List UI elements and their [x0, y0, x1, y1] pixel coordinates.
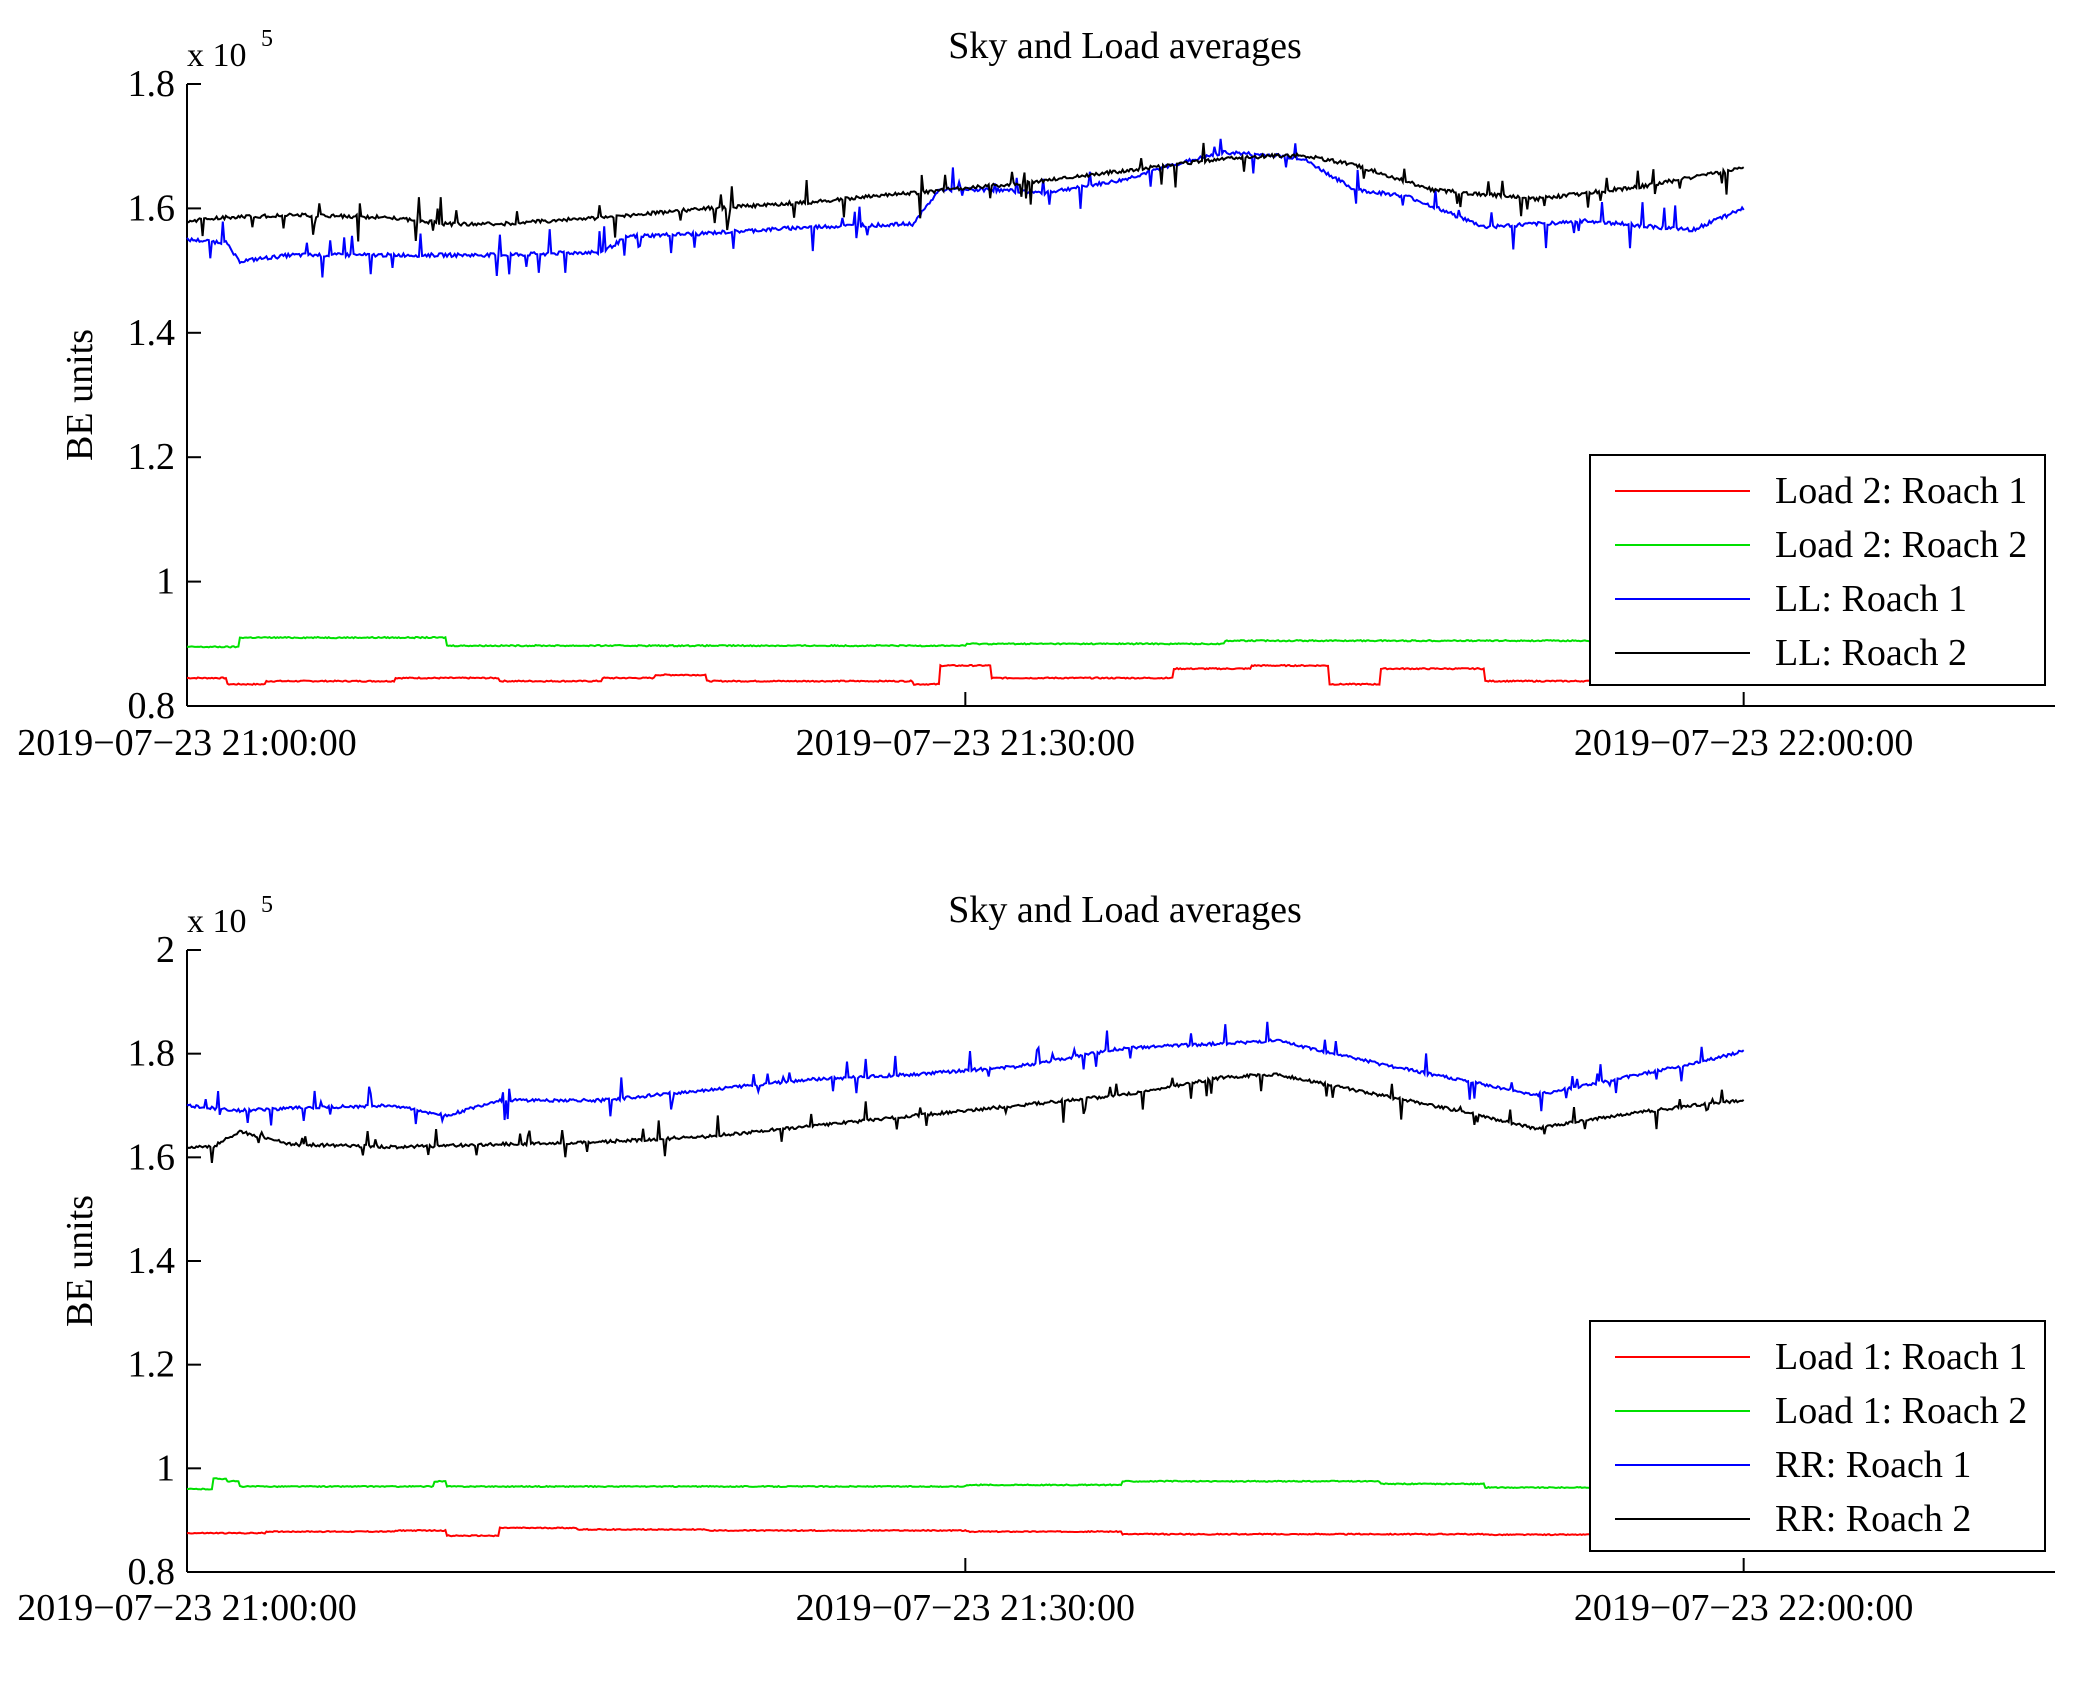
legend-label: LL: Roach 2: [1775, 632, 1967, 674]
legend-label: RR: Roach 2: [1775, 1498, 1971, 1540]
series-line-load-2-roach-2: [186, 635, 1613, 649]
y-tick-label: 1.2: [128, 436, 176, 478]
series-line-ll-roach-1: [186, 138, 1745, 278]
series-line-rr-roach-1: [186, 1021, 1745, 1126]
y-tick-label: 0.8: [128, 1551, 176, 1593]
chart-title: Sky and Load averages: [948, 889, 1302, 931]
x-tick-label: 2019−07−23 21:30:00: [796, 722, 1135, 764]
y-multiplier: x 10: [187, 37, 247, 74]
y-tick-label: 1.4: [128, 1240, 176, 1282]
legend: Load 1: Roach 1 Load 1: Roach 2 RR: Roach …: [1589, 1320, 2046, 1552]
y-multiplier-exponent: 5: [261, 892, 273, 918]
chart-panel-1: 0.8 1 1.2 1.4 1.6 1.8 2019−07−23 21:00:00 2019−…: [17, 25, 2055, 764]
legend-box: [1589, 454, 2046, 686]
legend-label: Load 1: Roach 2: [1775, 1390, 2027, 1432]
y-tick-label: 1.8: [128, 63, 176, 105]
x-tick-label: 2019−07−23 21:30:00: [796, 1587, 1135, 1629]
y-tick-label: 1.4: [128, 312, 176, 354]
legend-label: Load 2: Roach 2: [1775, 524, 2027, 566]
y-axis-label: BE units: [59, 1195, 101, 1327]
y-tick-label: 1: [156, 561, 175, 603]
y-tick-label: 1.6: [128, 1136, 176, 1178]
legend-label: Load 2: Roach 1: [1775, 470, 2027, 512]
chart-title: Sky and Load averages: [948, 25, 1302, 67]
chart-panel-2: 0.8 1 1.2 1.4 1.6 1.8 2 2019−07−23 21:00:00 2019…: [17, 889, 2055, 1629]
y-tick-label: 1.8: [128, 1033, 176, 1075]
y-multiplier: x 10: [187, 903, 247, 940]
series-line-ll-roach-2: [186, 142, 1745, 242]
series-line-load-1-roach-2: [187, 1477, 1614, 1491]
y-tick-label: 2: [156, 929, 175, 971]
x-tick-label: 2019−07−23 22:00:00: [1574, 722, 1913, 764]
series-line-load-2-roach-1: [186, 663, 1614, 686]
x-tick-label: 2019−07−23 21:00:00: [17, 722, 356, 764]
x-tick-label: 2019−07−23 21:00:00: [17, 1587, 356, 1629]
legend-box: [1589, 1320, 2046, 1552]
x-tick-label: 2019−07−23 22:00:00: [1574, 1587, 1913, 1629]
y-tick-label: 1.6: [128, 187, 176, 229]
legend-label: Load 1: Roach 1: [1775, 1336, 2027, 1378]
series-line-load-1-roach-1: [186, 1526, 1613, 1538]
series-line-rr-roach-2: [186, 1072, 1745, 1164]
y-tick-label: 0.8: [128, 685, 176, 727]
y-tick-label: 1: [156, 1447, 175, 1489]
y-multiplier-exponent: 5: [261, 26, 273, 52]
legend-label: RR: Roach 1: [1775, 1444, 1971, 1486]
legend: Load 2: Roach 1 Load 2: Roach 2 LL: Roach …: [1589, 454, 2046, 686]
y-tick-label: 1.2: [128, 1344, 176, 1386]
y-axis-label: BE units: [59, 329, 101, 461]
legend-label: LL: Roach 1: [1775, 578, 1967, 620]
